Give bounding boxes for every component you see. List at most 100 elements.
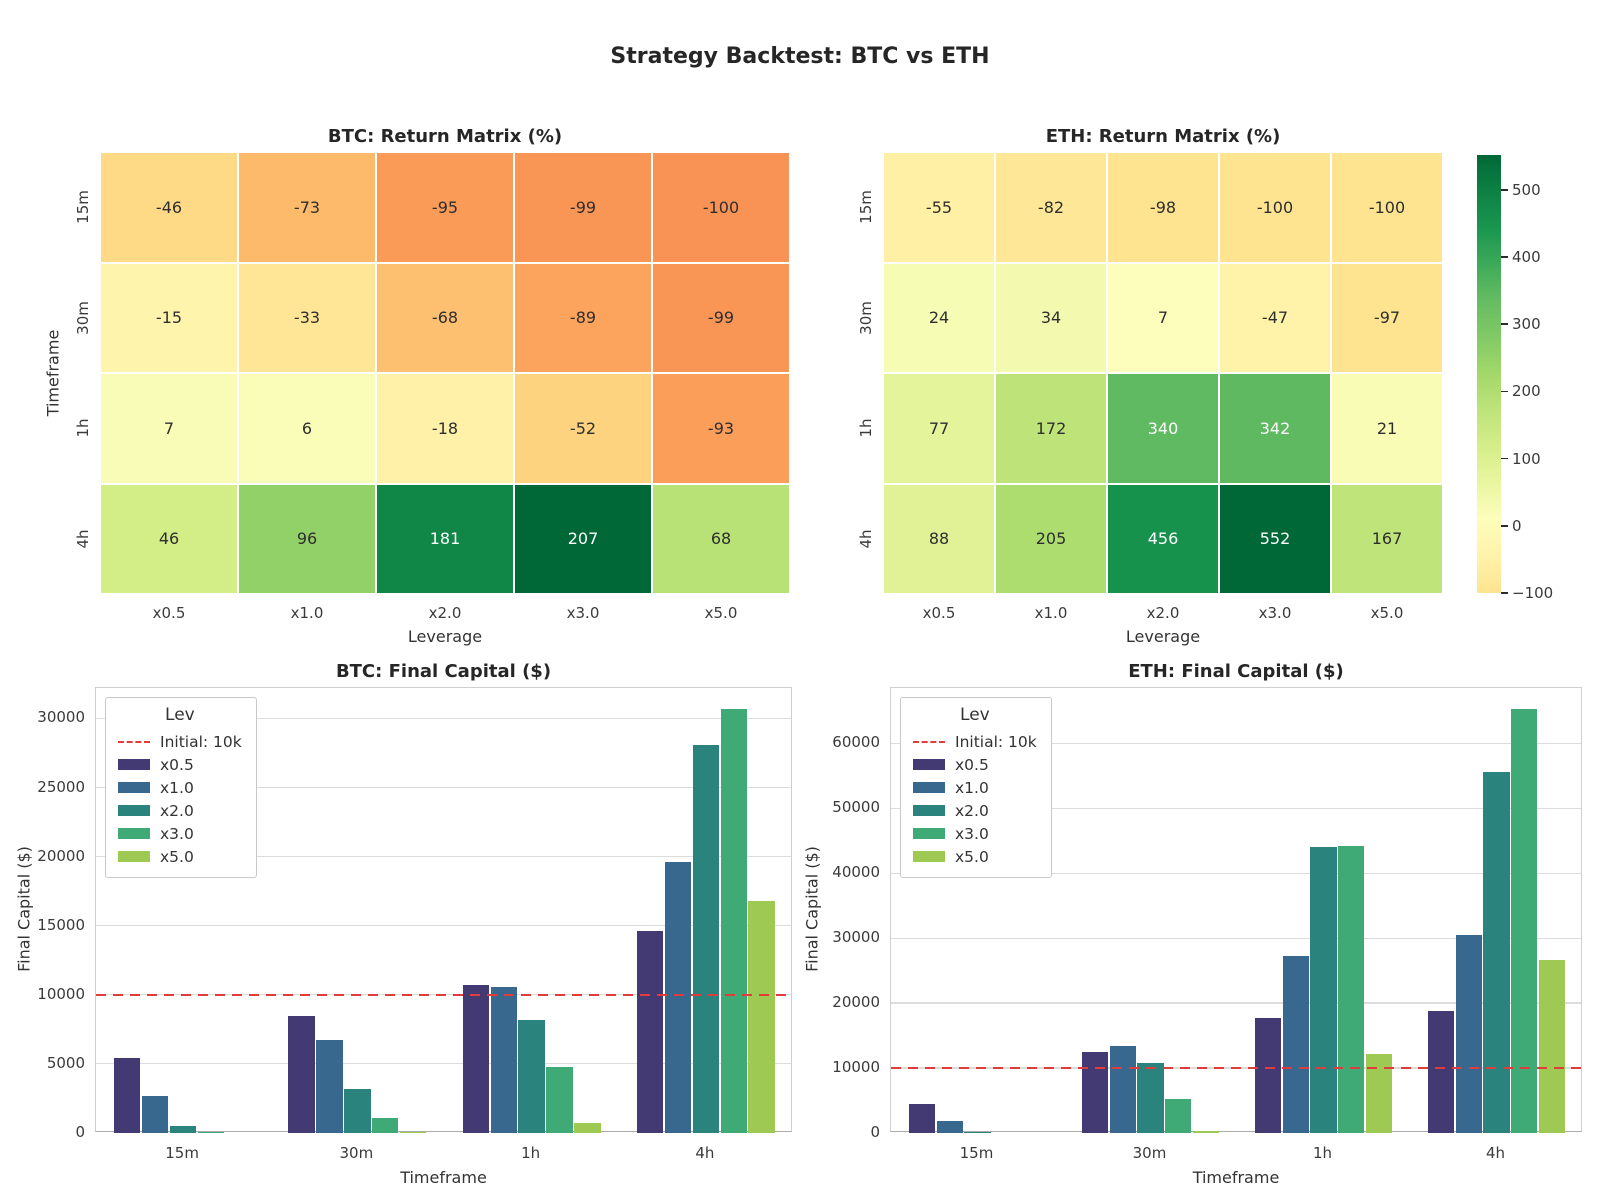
bar: [372, 1117, 399, 1133]
bar: [114, 1058, 141, 1133]
heatmap-cell: 6: [239, 374, 375, 483]
eth-heatmap-title: ETH: Return Matrix (%): [1045, 126, 1281, 147]
legend-item: x1.0: [913, 776, 1037, 799]
eth-bars-title: ETH: Final Capital ($): [1128, 661, 1344, 682]
colorbar-tick: [1501, 256, 1508, 258]
bar: [1483, 771, 1510, 1133]
heatmap-cell: 7: [1108, 263, 1218, 372]
legend-items: Initial: 10k x0.5 x1.0 x2.0 x3.0 x5.0: [118, 730, 242, 868]
bars-y-tick-label: 50000: [832, 798, 880, 817]
gridline: [96, 1063, 791, 1065]
bar: [1109, 1045, 1136, 1133]
heatmap-cell: -100: [653, 153, 789, 262]
bar: [664, 862, 692, 1133]
heatmap-cell: 77: [884, 374, 994, 483]
heatmap-cell: 88: [884, 484, 994, 593]
legend-item-label: x1.0: [955, 778, 989, 797]
bars-x-tick-label: 1h: [1312, 1144, 1333, 1162]
heatmap-cell: 456: [1108, 484, 1218, 593]
heatmap-y-tick-label: 30m: [857, 300, 875, 335]
gridline: [96, 717, 791, 719]
gridline: [891, 1002, 1581, 1004]
bar: [288, 1015, 315, 1133]
heatmap-cell: -52: [515, 374, 651, 483]
legend-swatch: [913, 851, 945, 862]
heatmap-cell: 46: [101, 484, 237, 593]
heatmap-cell: 552: [1220, 484, 1330, 593]
initial-capital-line: [96, 993, 791, 997]
initial-line-swatch: [118, 740, 150, 743]
bar: [169, 1126, 197, 1133]
bar: [720, 708, 747, 1133]
legend-swatch: [118, 782, 150, 793]
legend-item-label: x2.0: [955, 801, 989, 820]
bar: [1255, 1018, 1282, 1133]
colorbar-tick-label: 500: [1512, 180, 1541, 199]
legend-item-label: x0.5: [955, 755, 989, 774]
colorbar-tick: [1501, 525, 1508, 527]
bar: [1192, 1131, 1219, 1133]
legend-swatch: [118, 759, 150, 770]
heatmap-cell: 7: [101, 374, 237, 483]
bar: [692, 744, 719, 1133]
heatmap-cell: 205: [996, 484, 1106, 593]
bar: [1511, 709, 1538, 1133]
colorbar-tick-label: 300: [1512, 315, 1541, 334]
colorbar-tick-label: 100: [1512, 449, 1541, 468]
heatmap-cell: -82: [996, 153, 1106, 262]
eth-heatmap-xlabel: Leverage: [1125, 627, 1201, 646]
bars-x-tick-label: 15m: [959, 1144, 994, 1162]
heatmap-cell: -73: [239, 153, 375, 262]
colorbar-tick-label: −100: [1512, 584, 1554, 602]
heatmap-x-tick-label: x5.0: [704, 604, 738, 622]
heatmap-cell: -47: [1220, 263, 1330, 372]
legend-item: x0.5: [913, 753, 1037, 776]
bars-y-tick-label: 0: [870, 1123, 880, 1141]
legend-swatch: [913, 759, 945, 770]
bar: [964, 1131, 991, 1133]
eth-bars-xlabel: Timeframe: [1192, 1168, 1280, 1187]
btc-heatmap-xlabel: Leverage: [407, 627, 483, 646]
bar: [1137, 1063, 1164, 1133]
heatmap-x-tick-label: x2.0: [1146, 604, 1180, 622]
legend-swatch: [913, 828, 945, 839]
legend-item-label: x3.0: [955, 824, 989, 843]
heatmap-x-tick-label: x0.5: [152, 604, 186, 622]
heatmap-cell: -18: [377, 374, 513, 483]
heatmap-cell: 167: [1332, 484, 1442, 593]
bar: [1338, 845, 1365, 1133]
bars-x-tick-label: 15m: [165, 1144, 199, 1162]
legend-item: x2.0: [118, 799, 242, 822]
bar: [636, 931, 664, 1133]
heatmap-x-tick-label: x1.0: [290, 604, 324, 622]
heatmap-y-tick-label: 4h: [857, 529, 875, 549]
legend-swatch: [118, 828, 150, 839]
bars-y-tick-label: 10000: [832, 1058, 880, 1077]
colorbar-tick-label: 400: [1512, 248, 1541, 267]
bar: [142, 1095, 169, 1133]
bar: [748, 900, 775, 1133]
bars-x-tick-label: 4h: [1485, 1144, 1506, 1162]
bars-y-tick-label: 25000: [37, 777, 85, 796]
heatmap-x-tick-label: x2.0: [428, 604, 462, 622]
heatmap-x-tick-label: x3.0: [566, 604, 600, 622]
gridline: [96, 925, 791, 927]
legend-items: Initial: 10k x0.5 x1.0 x2.0 x3.0 x5.0: [913, 730, 1037, 868]
initial-capital-line: [891, 1066, 1581, 1070]
colorbar-tick: [1501, 592, 1508, 594]
heatmap-x-tick-label: x0.5: [922, 604, 956, 622]
heatmap-y-tick-label: 4h: [74, 529, 92, 549]
bar: [574, 1123, 601, 1133]
heatmap-x-tick-label: x3.0: [1258, 604, 1292, 622]
heatmap-cell: -46: [101, 153, 237, 262]
colorbar-tick: [1501, 323, 1508, 326]
heatmap-cell: 207: [515, 484, 651, 593]
heatmap-cell: -95: [377, 153, 513, 262]
bar: [546, 1066, 573, 1133]
bar: [1282, 956, 1309, 1133]
gridline: [891, 742, 1581, 744]
gridline: [891, 872, 1581, 874]
btc-heatmap-ylabel: Timeframe: [43, 329, 63, 417]
legend-item: Initial: 10k: [913, 730, 1037, 753]
